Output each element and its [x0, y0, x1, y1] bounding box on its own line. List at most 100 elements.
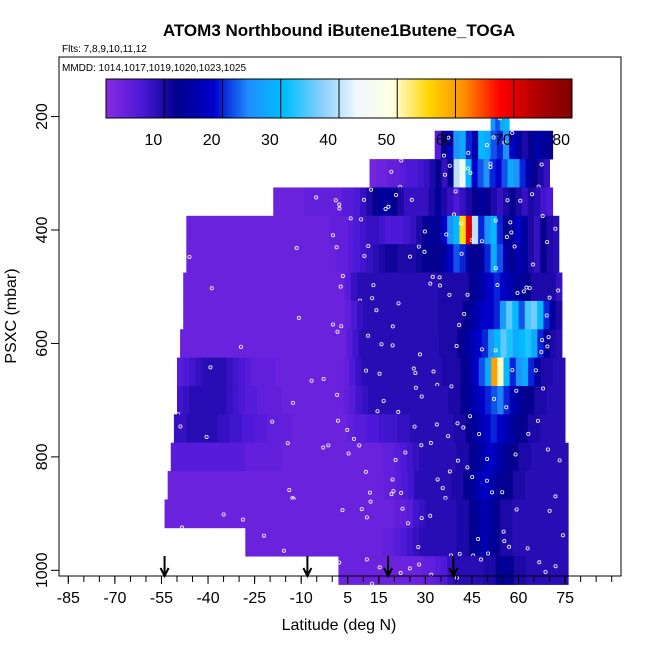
heatmap-cell [534, 385, 541, 415]
heatmap-cell [423, 385, 430, 415]
heatmap-cell [257, 272, 265, 302]
heatmap-cell [272, 471, 279, 500]
heatmap-cell [183, 272, 190, 302]
sample-marker [504, 405, 509, 410]
heatmap-cell [555, 442, 563, 472]
band-p650 [176, 357, 566, 387]
sample-marker [389, 492, 394, 497]
heatmap-cell [475, 442, 482, 472]
heatmap-cell [447, 130, 454, 160]
heatmap-cell [515, 414, 523, 444]
heatmap-cell [394, 527, 401, 557]
heatmap-cell [341, 215, 349, 245]
heatmap-cell [297, 471, 304, 500]
heatmap-cell [290, 471, 298, 500]
band-p400 [186, 214, 560, 245]
heatmap-cell [447, 187, 454, 217]
sample-marker [422, 249, 427, 254]
heatmap-cell [448, 357, 455, 387]
heatmap-cell [392, 357, 400, 387]
heatmap-cell [208, 300, 215, 330]
heatmap-cell [397, 414, 405, 444]
sample-marker [477, 431, 482, 436]
colorbar: 10 20 30 40 50 60 70 80 [105, 78, 573, 149]
heatmap-cell [528, 357, 535, 387]
x-tick-label: -70 [103, 590, 126, 607]
heatmap-cell [485, 385, 492, 415]
sample-marker [370, 296, 375, 301]
heatmap-cell [350, 272, 358, 302]
band-p850 [167, 469, 569, 501]
heatmap-cell [316, 414, 324, 444]
heatmap-cell [273, 215, 280, 245]
sample-marker [430, 274, 435, 279]
heatmap-cell [518, 272, 526, 302]
sample-marker [541, 386, 546, 391]
heatmap-cell [352, 471, 360, 500]
sample-marker [492, 397, 497, 402]
colorbar-tick-label: 70 [494, 132, 512, 149]
heatmap-cell [318, 385, 326, 415]
heatmap-cell [360, 215, 367, 245]
heatmap-cell [245, 300, 252, 330]
heatmap-cell [507, 556, 515, 585]
heatmap-cell [310, 244, 318, 273]
heatmap-cell [496, 414, 504, 444]
heatmap-cell [195, 385, 203, 415]
heatmap-cell [419, 300, 426, 330]
heatmap-cell [229, 471, 236, 500]
heatmap-cell [447, 215, 454, 245]
heatmap-cell [337, 357, 344, 387]
heatmap-cell [210, 329, 218, 359]
sample-marker [390, 477, 395, 482]
heatmap-cell [463, 329, 471, 359]
heatmap-cell [527, 414, 535, 444]
heatmap-cell [260, 414, 268, 444]
heatmap-cell [475, 329, 483, 359]
heatmap-cell [527, 187, 535, 217]
heatmap-cell [358, 471, 366, 500]
heatmap-cell [347, 244, 355, 273]
sample-marker [484, 143, 489, 148]
heatmap-cell [481, 329, 489, 359]
sample-marker [362, 253, 367, 258]
heatmap-cell [509, 187, 516, 217]
heatmap-cell [549, 300, 557, 330]
heatmap-cell [241, 471, 249, 500]
heatmap-cell [180, 329, 187, 359]
heatmap-cell [332, 442, 339, 472]
heatmap-cell [490, 187, 498, 217]
heatmap-cell [366, 215, 374, 245]
heatmap-cell [229, 329, 236, 359]
sample-marker [446, 135, 451, 140]
heatmap-cell [275, 357, 283, 387]
heatmap-cell [549, 329, 557, 359]
heatmap-cell [456, 272, 464, 302]
heatmap-cell [310, 187, 318, 217]
heatmap-cell [285, 215, 293, 245]
heatmap-cell [375, 272, 383, 302]
heatmap-cell [388, 499, 395, 529]
heatmap-cell [294, 272, 302, 302]
heatmap-cell [167, 471, 175, 500]
heatmap-cell [453, 187, 460, 217]
heatmap-cell [319, 442, 327, 472]
heatmap-cell [381, 159, 388, 188]
heatmap-cell [411, 385, 418, 415]
heatmap-cell [355, 385, 363, 415]
sample-marker [366, 243, 371, 248]
sample-marker [546, 335, 551, 340]
heatmap-cell [515, 357, 523, 387]
heatmap-cell [506, 499, 513, 529]
heatmap-cell [540, 357, 548, 387]
sample-marker [501, 529, 506, 534]
heatmap-cell [524, 499, 532, 529]
heatmap-cell [406, 300, 414, 330]
heatmap-cell [254, 329, 261, 359]
heatmap-cell [515, 385, 523, 415]
heatmap-cell [303, 329, 310, 359]
x-tick-label: 45 [463, 590, 481, 607]
sample-marker [359, 217, 364, 222]
heatmap-cell [282, 499, 290, 529]
heatmap-cell [353, 187, 361, 217]
